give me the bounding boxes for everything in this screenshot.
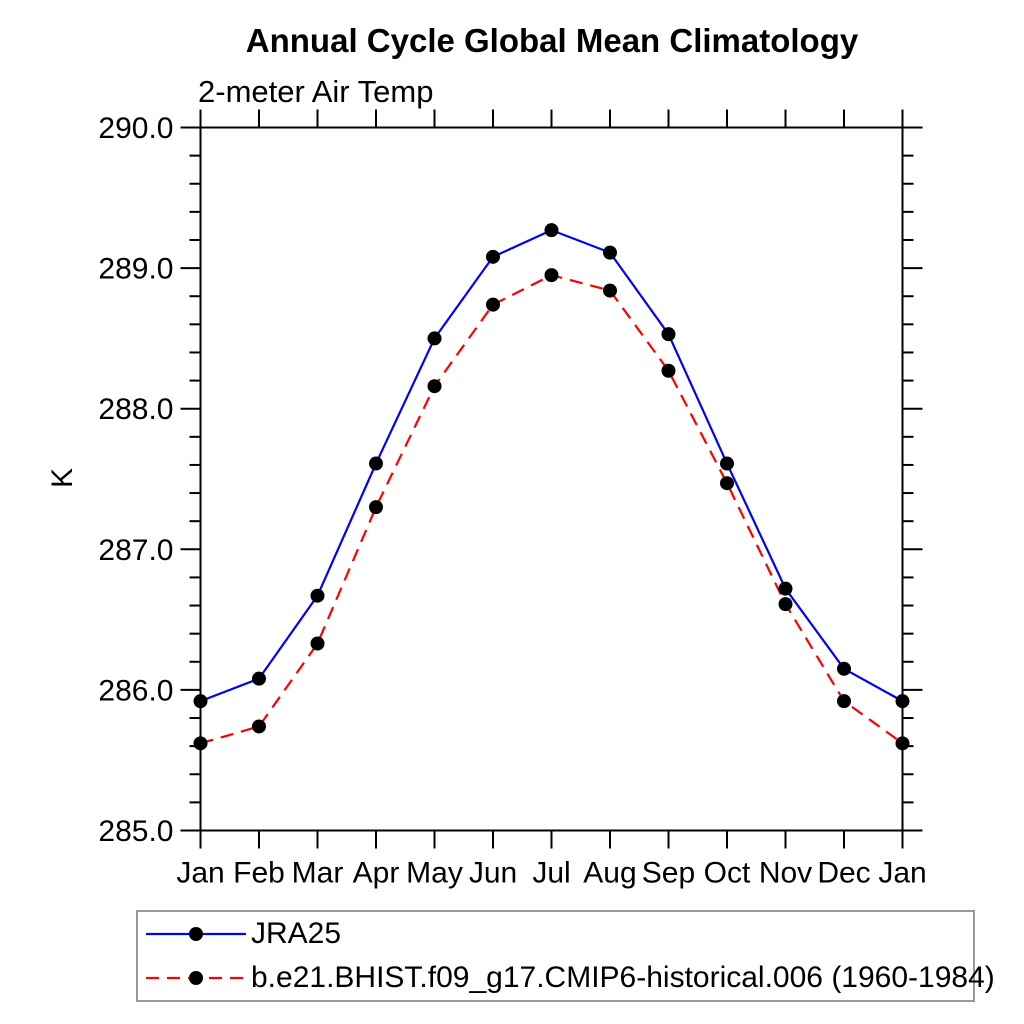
x-tick-label: Jan (176, 857, 224, 890)
data-point-marker (661, 327, 676, 342)
y-tick-label: 287.0 (98, 534, 173, 567)
data-point-marker (544, 268, 559, 283)
x-tick-label: Jul (532, 857, 570, 890)
data-point-marker (837, 661, 851, 676)
data-point-marker (544, 223, 559, 238)
data-point-marker (895, 736, 910, 751)
legend-line-sample-dashed (146, 971, 246, 985)
x-tick-label: May (406, 857, 463, 890)
x-tick-label: Sep (642, 857, 695, 890)
data-point-marker (661, 363, 676, 378)
data-point-marker (193, 736, 208, 751)
x-tick-label: Jan (878, 857, 926, 890)
x-tick-label: Jun (469, 857, 517, 890)
legend-line-sample-solid (146, 927, 246, 941)
data-point-marker (778, 597, 793, 612)
x-tick-label: Mar (292, 857, 344, 890)
chart-subtitle: 2-meter Air Temp (198, 74, 434, 109)
data-point-marker (310, 636, 325, 651)
chart-title: Annual Cycle Global Mean Climatology (245, 22, 859, 59)
data-point-marker (837, 694, 851, 709)
series-line-0 (200, 228, 904, 703)
legend-marker-dot-icon (189, 927, 203, 941)
y-tick-label: 289.0 (98, 253, 173, 286)
series-line-1 (200, 273, 904, 745)
legend-label-jra25: JRA25 (251, 917, 342, 950)
y-tick-label: 285.0 (98, 815, 173, 848)
x-tick-label: Feb (233, 857, 285, 890)
legend-label-model: b.e21.BHIST.f09_g17.CMIP6-historical.006… (251, 961, 995, 994)
data-point-marker (895, 694, 910, 709)
data-point-marker (427, 379, 442, 394)
y-tick-label: 286.0 (98, 674, 173, 707)
y-tick-label: 288.0 (98, 393, 173, 426)
x-tick-label: Dec (817, 857, 870, 890)
y-tick-label: 290.0 (98, 112, 173, 145)
data-point-marker (603, 245, 617, 260)
data-point-marker (310, 588, 325, 603)
data-point-marker (369, 456, 383, 471)
data-point-marker (720, 476, 734, 491)
data-point-marker (603, 283, 617, 298)
data-point-marker (720, 456, 734, 471)
legend-marker-dot-icon (189, 971, 203, 985)
x-tick-label: Oct (704, 857, 751, 890)
legend-row-model: b.e21.BHIST.f09_g17.CMIP6-historical.006… (138, 956, 995, 1000)
x-tick-label: Apr (353, 857, 400, 890)
data-point-marker (427, 331, 442, 346)
data-point-marker (252, 719, 266, 734)
legend-row-jra25: JRA25 (138, 912, 973, 956)
legend: JRA25 b.e21.BHIST.f09_g17.CMIP6-historic… (136, 910, 995, 1002)
data-point-marker (486, 297, 500, 312)
x-tick-label: Aug (583, 857, 636, 890)
data-point-marker (369, 500, 383, 515)
data-point-marker (252, 671, 266, 686)
data-point-marker (193, 694, 208, 709)
data-point-marker (486, 249, 500, 264)
x-tick-label: Nov (759, 857, 812, 890)
data-point-marker (778, 581, 793, 596)
